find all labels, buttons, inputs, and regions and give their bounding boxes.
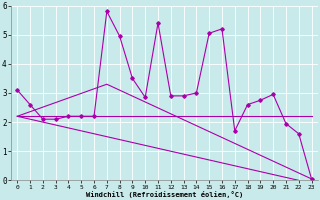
X-axis label: Windchill (Refroidissement éolien,°C): Windchill (Refroidissement éolien,°C) (86, 191, 243, 198)
